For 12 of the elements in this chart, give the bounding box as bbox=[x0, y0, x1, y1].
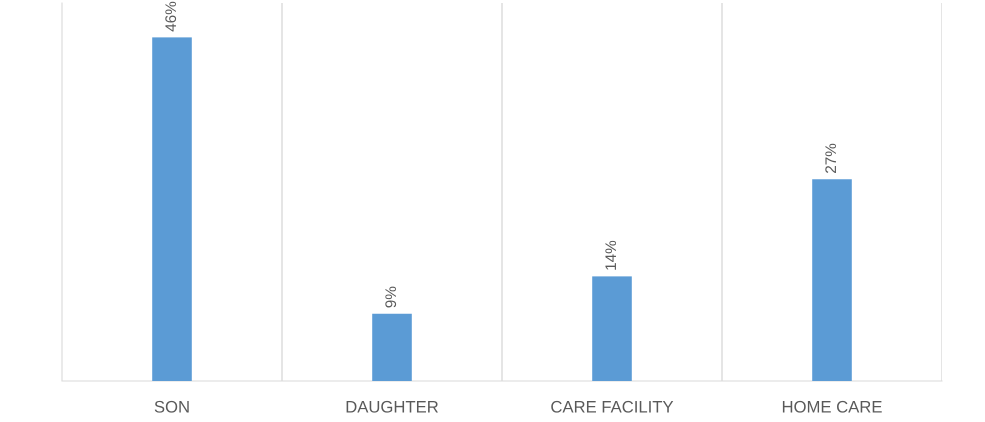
bar bbox=[152, 37, 192, 381]
x-tick-label: SON bbox=[154, 400, 189, 413]
bar bbox=[372, 314, 412, 381]
bar bbox=[812, 179, 852, 381]
data-label: 9% bbox=[385, 286, 396, 308]
bar bbox=[592, 276, 632, 381]
x-tick-label: HOME CARE bbox=[782, 400, 882, 413]
data-label: 46% bbox=[165, 2, 176, 32]
x-tick-label: CARE FACILITY bbox=[551, 400, 674, 413]
data-label: 14% bbox=[605, 240, 616, 270]
data-label: 27% bbox=[825, 144, 836, 173]
x-tick-label: DAUGHTER bbox=[346, 400, 438, 413]
